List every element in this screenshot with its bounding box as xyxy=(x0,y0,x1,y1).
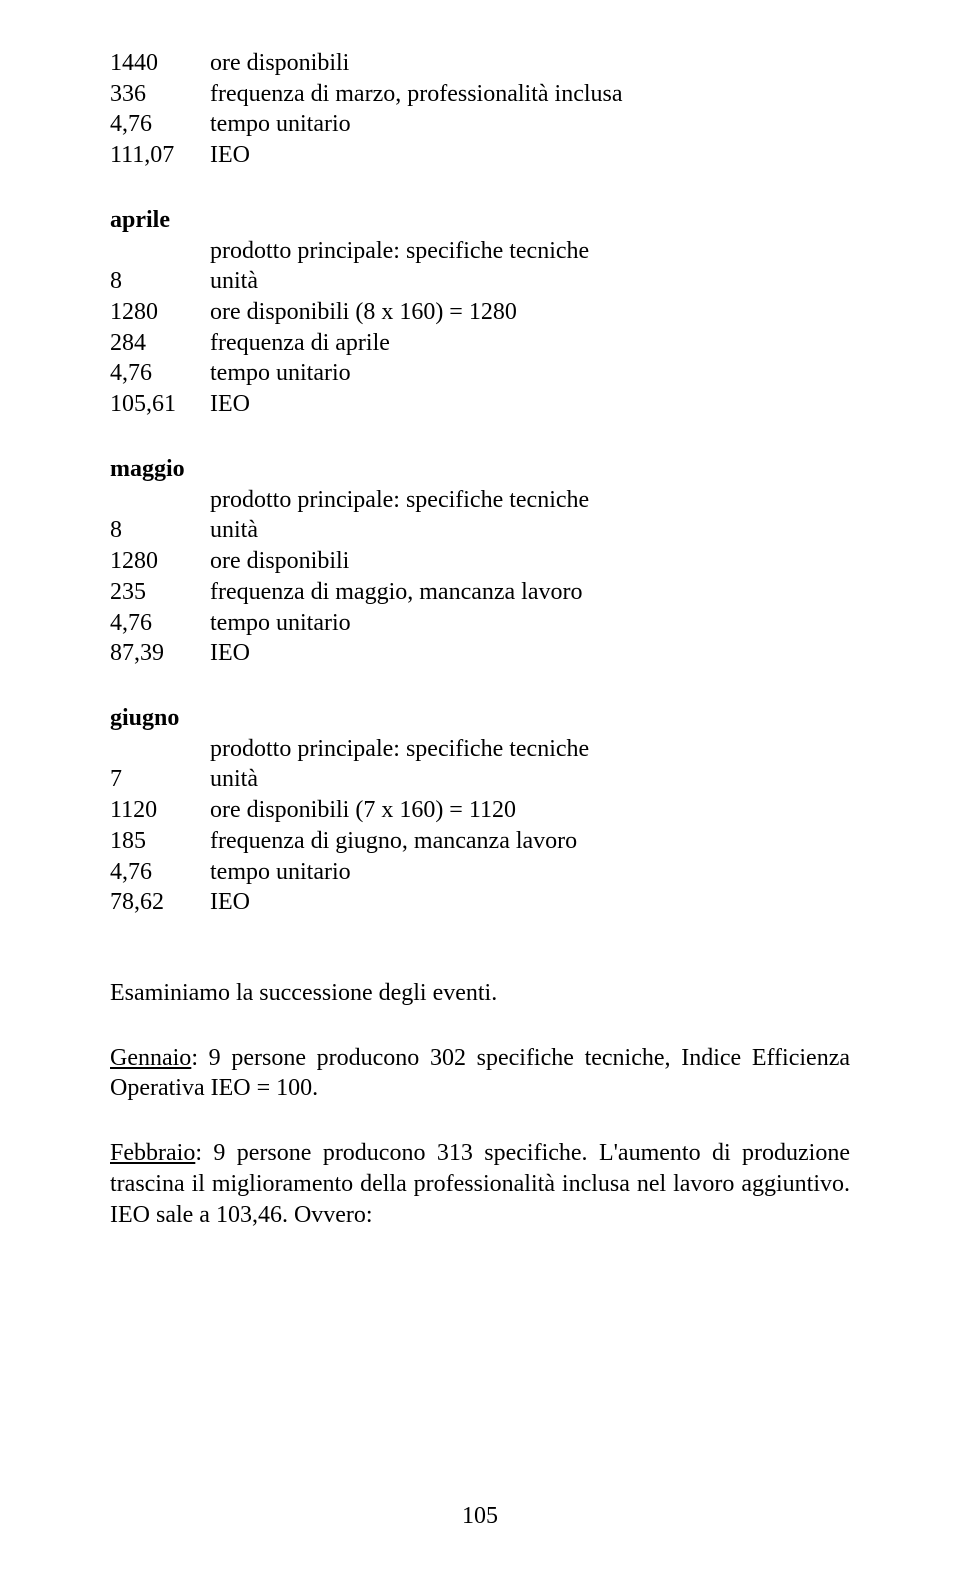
page-number: 105 xyxy=(0,1501,960,1532)
month-title-giugno: giugno xyxy=(110,703,850,734)
giugno-block: giugno prodotto principale: specifiche t… xyxy=(110,703,850,918)
marzo-continuation-block: 1440 ore disponibili 336 frequenza di ma… xyxy=(110,48,850,171)
data-row: 4,76 tempo unitario xyxy=(110,608,850,639)
data-row: 1120 ore disponibili (7 x 160) = 1120 xyxy=(110,795,850,826)
para-gennaio-body: : 9 persone producono 302 specifiche tec… xyxy=(110,1045,850,1102)
data-row: 111,07 IEO xyxy=(110,140,850,171)
maggio-block: maggio prodotto principale: specifiche t… xyxy=(110,454,850,669)
label: frequenza di maggio, mancanza lavoro xyxy=(210,577,850,608)
data-row: 4,76 tempo unitario xyxy=(110,109,850,140)
data-row: 284 frequenza di aprile xyxy=(110,328,850,359)
label: ore disponibili (8 x 160) = 1280 xyxy=(210,297,850,328)
value: 4,76 xyxy=(110,857,210,888)
label: IEO xyxy=(210,389,850,420)
data-row: 1440 ore disponibili xyxy=(110,48,850,79)
month-title-aprile: aprile xyxy=(110,205,850,236)
data-row: 1280 ore disponibili (8 x 160) = 1280 xyxy=(110,297,850,328)
label: tempo unitario xyxy=(210,857,850,888)
data-row: 4,76 tempo unitario xyxy=(110,857,850,888)
value: 235 xyxy=(110,577,210,608)
data-row: 8 unità xyxy=(110,515,850,546)
value: 1280 xyxy=(110,546,210,577)
data-row: 105,61 IEO xyxy=(110,389,850,420)
data-row: 4,76 tempo unitario xyxy=(110,358,850,389)
data-row: 78,62 IEO xyxy=(110,887,850,918)
data-row: 8 unità xyxy=(110,266,850,297)
label: IEO xyxy=(210,638,850,669)
label: unità xyxy=(210,515,850,546)
value: 78,62 xyxy=(110,887,210,918)
value: 336 xyxy=(110,79,210,110)
label: IEO xyxy=(210,140,850,171)
para-febbraio-lead: Febbraio xyxy=(110,1140,195,1166)
label: tempo unitario xyxy=(210,358,850,389)
label: ore disponibili xyxy=(210,546,850,577)
data-row: 1280 ore disponibili xyxy=(110,546,850,577)
label: frequenza di giugno, mancanza lavoro xyxy=(210,826,850,857)
data-row: 87,39 IEO xyxy=(110,638,850,669)
data-row: 7 unità xyxy=(110,764,850,795)
value: 284 xyxy=(110,328,210,359)
label: tempo unitario xyxy=(210,608,850,639)
document-page: 1440 ore disponibili 336 frequenza di ma… xyxy=(0,0,960,1580)
value: 1120 xyxy=(110,795,210,826)
label: ore disponibili (7 x 160) = 1120 xyxy=(210,795,850,826)
subtitle: prodotto principale: specifiche tecniche xyxy=(110,236,850,267)
value: 185 xyxy=(110,826,210,857)
para-esaminiamo: Esaminiamo la successione degli eventi. xyxy=(110,978,850,1009)
value: 7 xyxy=(110,764,210,795)
value: 1280 xyxy=(110,297,210,328)
value: 87,39 xyxy=(110,638,210,669)
label: unità xyxy=(210,764,850,795)
label: frequenza di aprile xyxy=(210,328,850,359)
value: 8 xyxy=(110,515,210,546)
subtitle: prodotto principale: specifiche tecniche xyxy=(110,734,850,765)
label: ore disponibili xyxy=(210,48,850,79)
subtitle: prodotto principale: specifiche tecniche xyxy=(110,485,850,516)
para-gennaio: Gennaio: 9 persone producono 302 specifi… xyxy=(110,1043,850,1104)
para-febbraio: Febbraio: 9 persone producono 313 specif… xyxy=(110,1138,850,1230)
data-row: 185 frequenza di giugno, mancanza lavoro xyxy=(110,826,850,857)
value: 4,76 xyxy=(110,608,210,639)
para-febbraio-body: : 9 persone producono 313 specifiche. L'… xyxy=(110,1140,850,1227)
label: unità xyxy=(210,266,850,297)
para-gennaio-lead: Gennaio xyxy=(110,1045,191,1071)
value: 8 xyxy=(110,266,210,297)
label: tempo unitario xyxy=(210,109,850,140)
data-row: 235 frequenza di maggio, mancanza lavoro xyxy=(110,577,850,608)
value: 105,61 xyxy=(110,389,210,420)
value: 111,07 xyxy=(110,140,210,171)
month-title-maggio: maggio xyxy=(110,454,850,485)
value: 1440 xyxy=(110,48,210,79)
label: frequenza di marzo, professionalità incl… xyxy=(210,79,850,110)
value: 4,76 xyxy=(110,109,210,140)
aprile-block: aprile prodotto principale: specifiche t… xyxy=(110,205,850,420)
value: 4,76 xyxy=(110,358,210,389)
label: IEO xyxy=(210,887,850,918)
data-row: 336 frequenza di marzo, professionalità … xyxy=(110,79,850,110)
